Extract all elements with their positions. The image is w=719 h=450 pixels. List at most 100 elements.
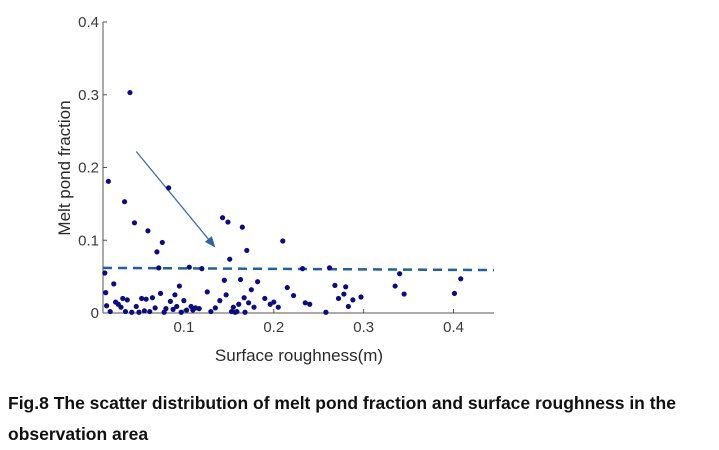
data-point <box>105 178 111 184</box>
data-point <box>230 304 236 310</box>
data-point <box>139 295 145 302</box>
data-point <box>275 304 281 310</box>
figure-caption: Fig.8 The scatter distribution of melt p… <box>8 393 676 444</box>
data-point <box>237 276 244 283</box>
data-point <box>392 283 398 289</box>
data-point <box>307 301 313 307</box>
data-point <box>141 308 147 314</box>
data-point <box>290 292 297 299</box>
data-point <box>133 303 139 310</box>
x-ticks: 0.1 0.2 0.3 0.4 <box>173 309 464 336</box>
x-tick-label: 0.3 <box>353 319 374 336</box>
y-tick-label: 0.2 <box>78 160 99 177</box>
data-point <box>102 270 108 276</box>
data-point <box>167 298 174 304</box>
data-point <box>323 309 329 315</box>
data-point <box>221 277 227 283</box>
data-point <box>186 264 192 270</box>
data-point <box>118 304 124 310</box>
data-point <box>178 309 184 315</box>
data-point <box>174 303 180 310</box>
data-point <box>251 304 257 310</box>
data-point <box>335 295 342 302</box>
data-point <box>284 284 290 291</box>
data-point <box>143 296 149 302</box>
data-point <box>107 308 113 315</box>
data-point <box>217 298 223 304</box>
data-point <box>159 239 165 246</box>
data-point <box>299 266 306 272</box>
data-point <box>122 308 129 315</box>
data-point <box>458 276 464 282</box>
arrow-head <box>204 236 216 248</box>
trend-line <box>102 266 495 272</box>
data-point <box>212 305 218 311</box>
y-tick-label: 0.3 <box>78 87 99 104</box>
data-point <box>236 301 242 307</box>
data-point <box>152 305 158 311</box>
data-point <box>451 290 458 296</box>
data-point <box>176 283 183 289</box>
data-point <box>246 300 252 306</box>
x-axis-label: Surface roughness(m) <box>215 346 383 365</box>
y-tick-label: 0.4 <box>78 14 99 31</box>
data-point <box>131 220 138 226</box>
y-ticks: 0 0.1 0.2 0.3 0.4 <box>78 14 107 322</box>
data-point <box>208 308 214 315</box>
x-tick-label: 0.2 <box>263 319 284 336</box>
data-points <box>102 89 464 315</box>
data-point <box>147 308 153 315</box>
data-point <box>120 295 126 302</box>
data-point <box>271 299 277 305</box>
data-point <box>242 309 248 315</box>
y-tick-label: 0 <box>91 305 99 322</box>
data-point <box>124 297 130 303</box>
data-point <box>326 265 333 271</box>
x-tick-label: 0.4 <box>443 319 464 336</box>
data-point <box>145 228 151 234</box>
data-point <box>170 306 176 312</box>
data-point <box>199 266 205 272</box>
data-point <box>341 291 347 297</box>
data-point <box>332 282 338 288</box>
data-point <box>103 303 110 309</box>
data-point <box>183 307 190 313</box>
data-point <box>343 284 349 290</box>
x-tick-label: 0.1 <box>173 319 194 336</box>
data-point <box>280 238 286 244</box>
data-point <box>154 249 160 255</box>
data-point <box>401 291 407 297</box>
data-point <box>204 289 210 295</box>
data-point <box>248 287 254 293</box>
data-point <box>103 290 109 296</box>
data-point <box>239 224 245 230</box>
data-point <box>111 281 117 287</box>
y-axis-label: Melt pond fraction <box>55 100 74 235</box>
data-point <box>136 309 142 315</box>
data-point <box>302 300 308 306</box>
data-point <box>196 306 202 312</box>
data-point <box>129 309 135 315</box>
data-point <box>163 306 169 312</box>
arrow-shaft <box>135 151 209 240</box>
data-point <box>127 89 133 96</box>
data-point <box>166 185 172 191</box>
data-point <box>350 297 356 303</box>
data-point <box>234 308 240 315</box>
data-point <box>172 292 178 298</box>
data-point <box>121 199 128 205</box>
y-tick-label: 0.1 <box>78 232 99 249</box>
scatter-chart: 0 0.1 0.2 0.3 0.4 0.1 0.2 0.3 0.4 Surface rough… <box>55 14 495 365</box>
data-point <box>223 292 229 298</box>
data-point <box>397 271 403 277</box>
data-point <box>156 265 162 271</box>
data-point <box>225 219 231 225</box>
data-point <box>244 247 250 254</box>
data-point <box>241 295 247 301</box>
data-point <box>219 215 226 221</box>
data-point <box>358 294 364 300</box>
data-point <box>149 295 156 301</box>
data-point <box>157 290 164 296</box>
data-point <box>345 303 351 310</box>
data-point <box>262 295 268 302</box>
